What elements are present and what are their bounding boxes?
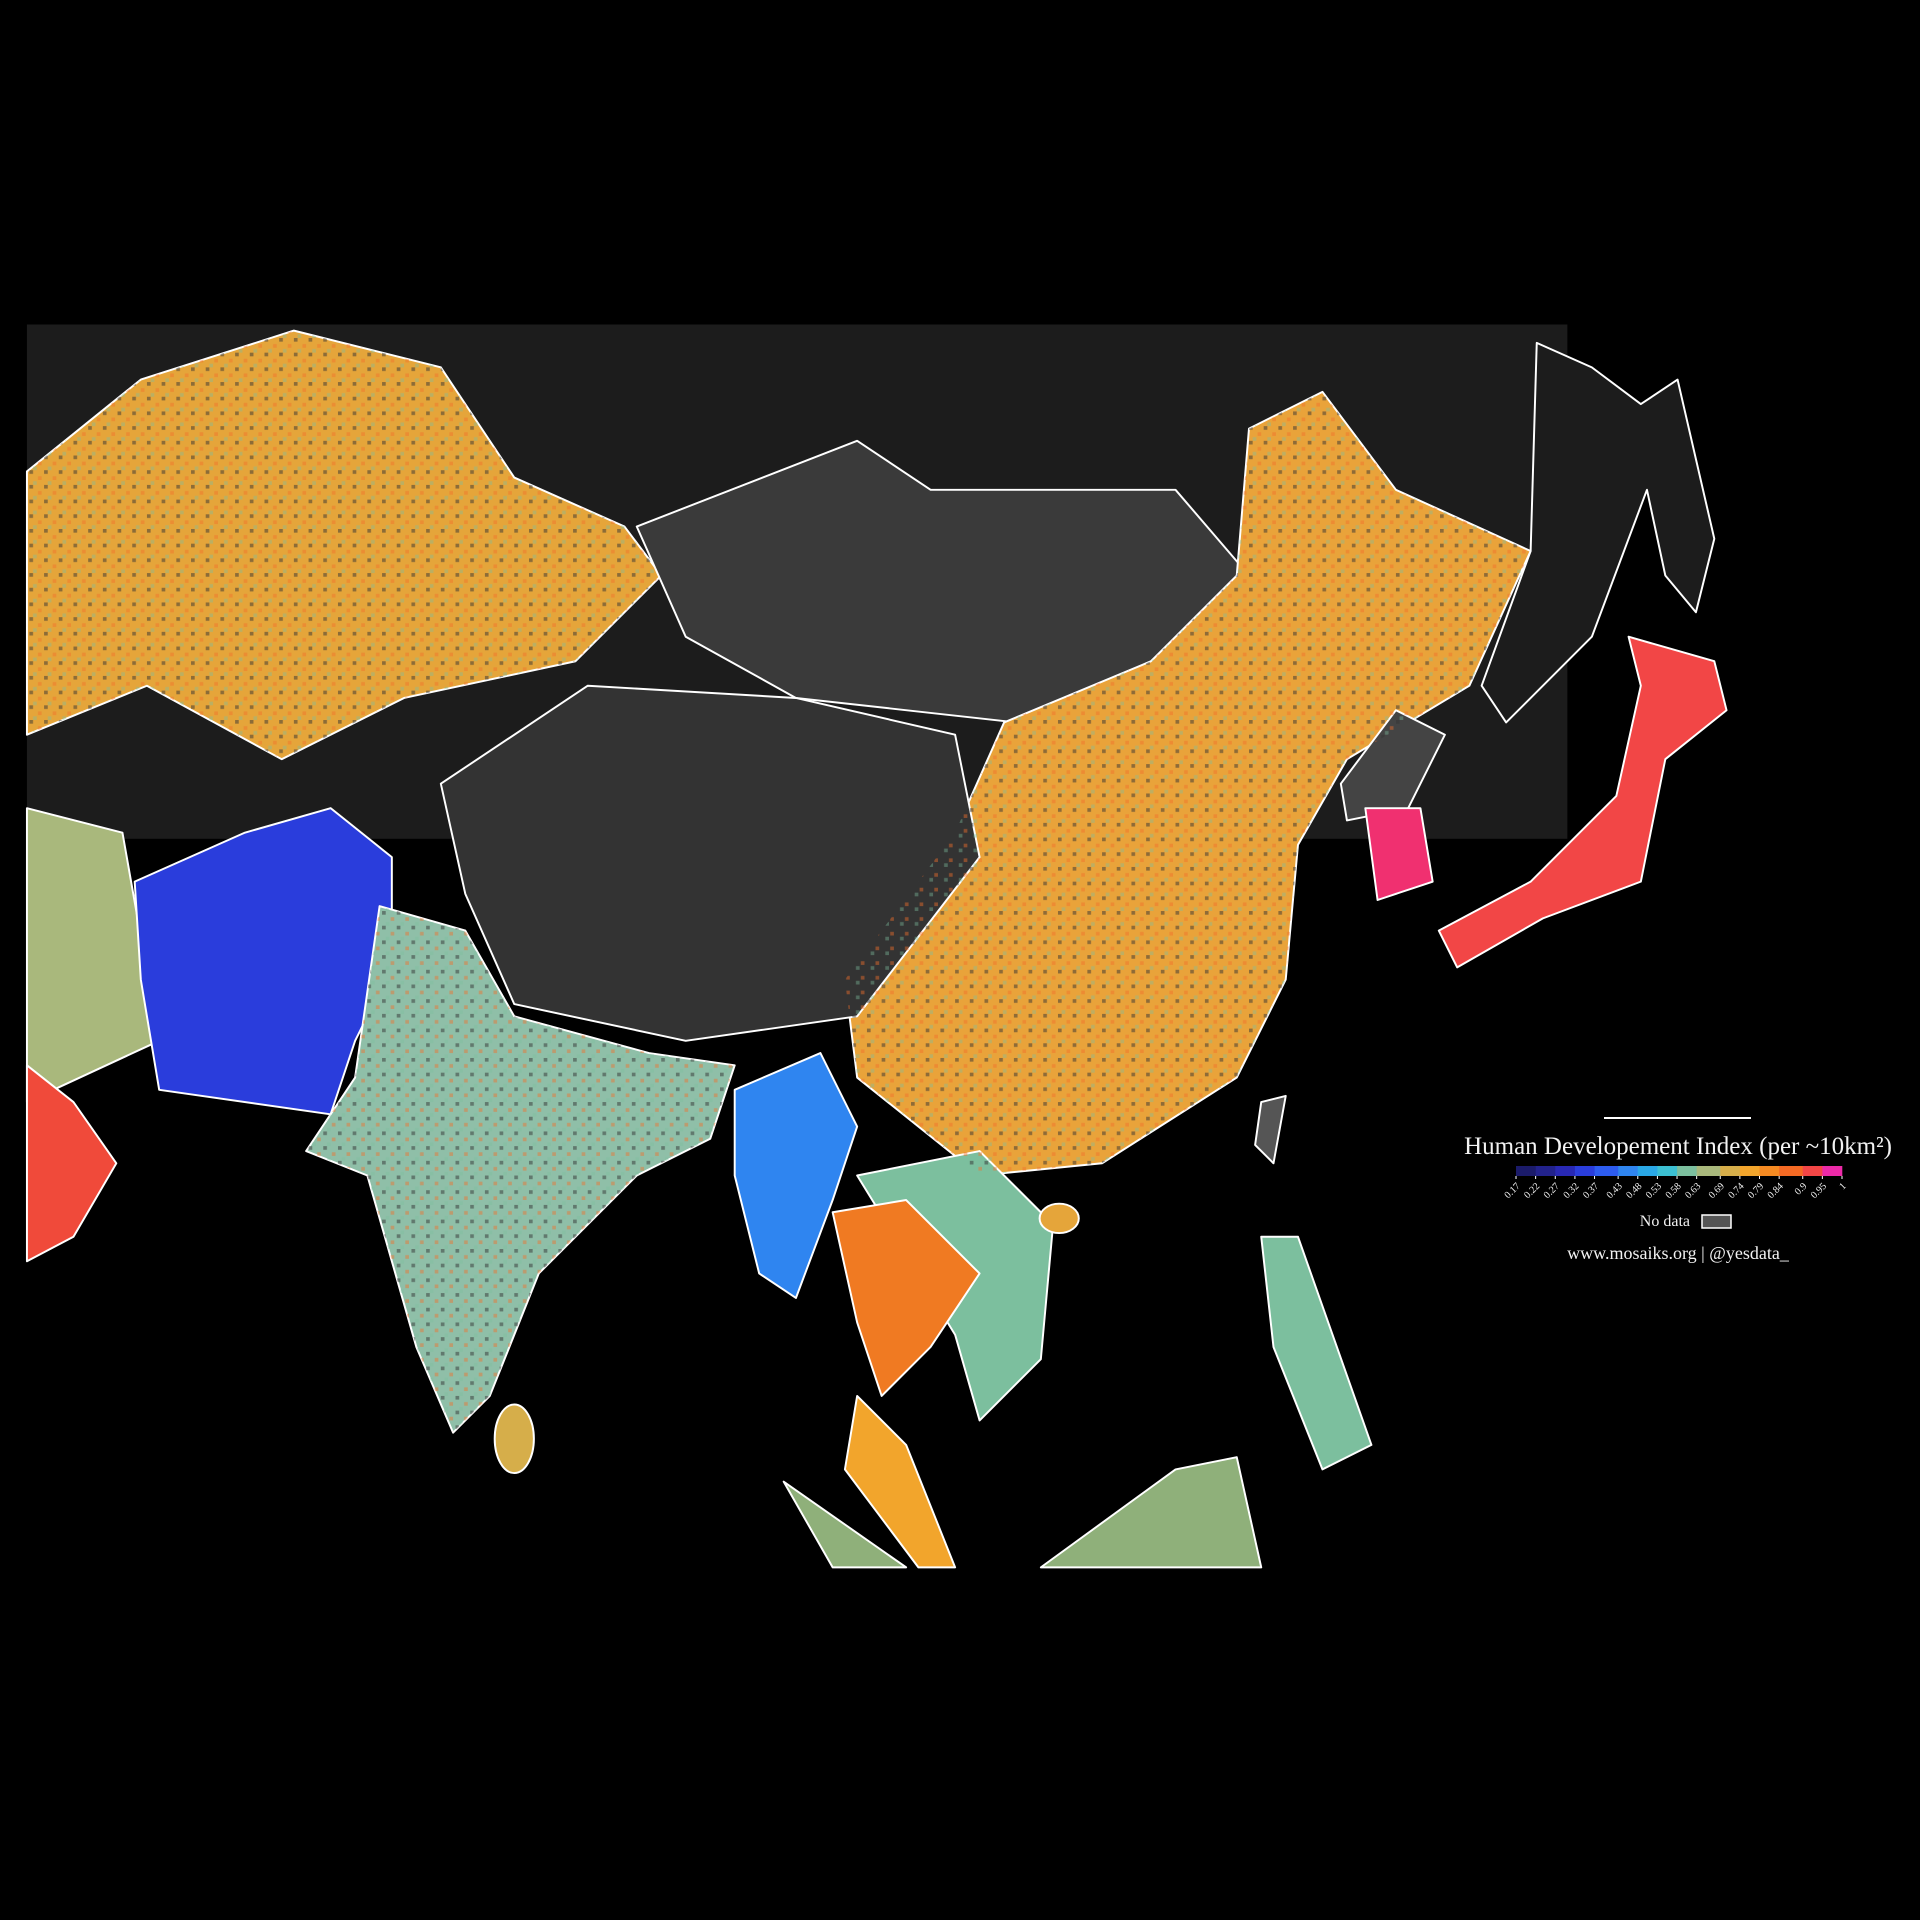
legend-bin <box>1637 1166 1658 1176</box>
legend-tick-label: 0.48 <box>1624 1181 1644 1201</box>
legend-bin <box>1618 1166 1639 1176</box>
legend-bin <box>1574 1166 1595 1176</box>
legend-tick-label: 0.74 <box>1726 1181 1746 1201</box>
legend-title: Human Developement Index (per ~10km²) <box>1464 1133 1892 1160</box>
myanmar <box>733 1052 859 1299</box>
map <box>25 324 1728 1569</box>
legend-tick-label: 0.22 <box>1522 1181 1542 1201</box>
texture <box>26 330 1531 1433</box>
legend-bin <box>1555 1166 1576 1176</box>
sumatra <box>782 1480 908 1569</box>
legend-bin <box>1594 1166 1619 1176</box>
legend-bin <box>1739 1166 1760 1176</box>
russia-far-east <box>1480 341 1716 724</box>
legend-bin <box>1535 1166 1556 1176</box>
legend-tick-label: 0.53 <box>1644 1181 1664 1201</box>
legend-bin <box>1802 1166 1823 1176</box>
legend-bin <box>1720 1166 1741 1176</box>
borneo <box>1039 1456 1263 1569</box>
legend-bin <box>1759 1166 1780 1176</box>
south-korea <box>1364 807 1434 901</box>
credit: www.mosaiks.org | @yesdata_ <box>1567 1243 1790 1263</box>
japan <box>1437 635 1728 969</box>
legend: 0.17 0.22 0.27 0.32 0.37 0.43 0.48 0.53 0.58 0.63… <box>1502 1166 1849 1201</box>
legend-tick-label: 0.63 <box>1683 1181 1703 1201</box>
legend-bin <box>1822 1166 1843 1176</box>
legend-bin <box>1779 1166 1804 1176</box>
thailand <box>831 1199 981 1397</box>
legend-tick-label: 0.9 <box>1793 1181 1810 1198</box>
legend-bin <box>1696 1166 1721 1176</box>
legend-tick-label: 0.79 <box>1746 1181 1766 1201</box>
malay-peninsula <box>843 1394 957 1569</box>
legend-tick-label: 0.43 <box>1605 1181 1625 1201</box>
hainan <box>1038 1202 1080 1235</box>
legend-tick-label: 0.27 <box>1542 1181 1562 1201</box>
legend-tick-label: 0.17 <box>1502 1181 1522 1201</box>
legend-tick-label: 0.37 <box>1581 1181 1601 1201</box>
philippines <box>1260 1235 1373 1471</box>
afghanistan-pakistan <box>133 807 393 1116</box>
legend-tick-label: 0.32 <box>1561 1181 1581 1201</box>
legend-bin <box>1657 1166 1678 1176</box>
legend-bin <box>1677 1166 1697 1176</box>
legend-tick-label: 0.69 <box>1707 1181 1727 1201</box>
no-data-label: No data <box>1640 1213 1690 1230</box>
legend-tick-label: 0.95 <box>1809 1181 1829 1201</box>
legend-bin <box>1516 1166 1536 1176</box>
no-data-swatch <box>1701 1214 1732 1229</box>
arabia <box>25 1064 118 1263</box>
legend-tick-label: 0.84 <box>1766 1181 1786 1201</box>
legend-tick-label: 1 <box>1837 1181 1848 1192</box>
taiwan <box>1254 1094 1287 1165</box>
sri-lanka <box>493 1403 535 1475</box>
legend-tick-label: 0.58 <box>1664 1181 1684 1201</box>
